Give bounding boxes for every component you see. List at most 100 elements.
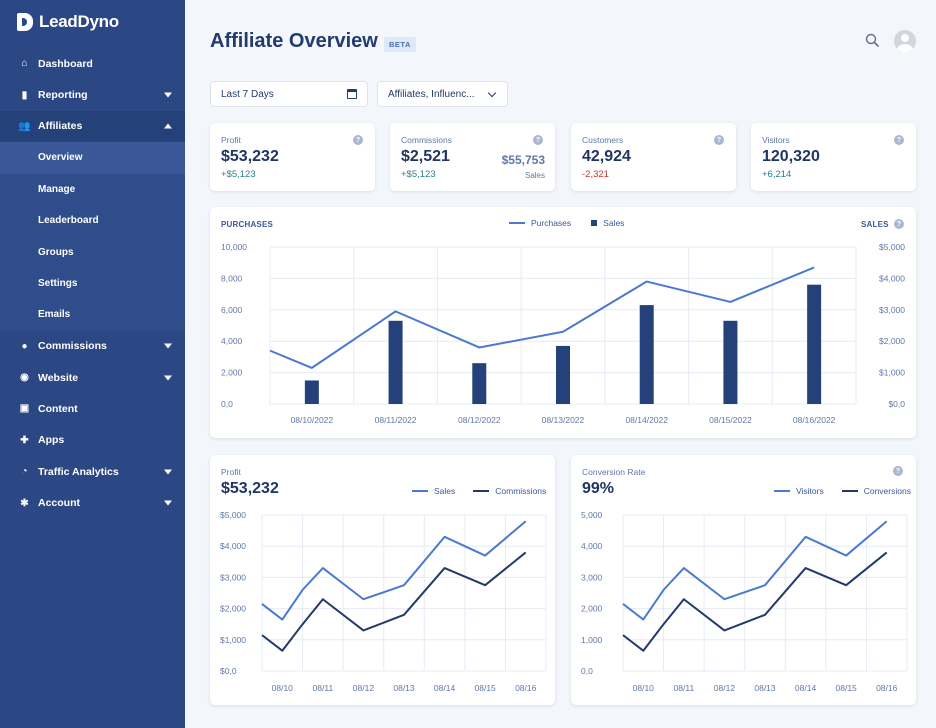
- sidebar-item-label: Account: [38, 497, 80, 510]
- sidebar-item-content[interactable]: ▣ Content: [0, 393, 185, 424]
- beta-badge: BETA: [384, 37, 416, 52]
- help-icon[interactable]: ?: [533, 135, 543, 145]
- page-title: Affiliate Overview: [210, 30, 378, 52]
- caret-down-icon: [164, 500, 172, 506]
- sidebar-subitem-leaderboard[interactable]: Leaderboard: [38, 215, 99, 227]
- chart-headline: 99%: [582, 480, 615, 497]
- bar-chart-icon: ▮: [21, 89, 28, 101]
- sidebar-subitem-groups[interactable]: Groups: [38, 246, 74, 258]
- help-icon[interactable]: ?: [894, 219, 904, 229]
- search-icon[interactable]: [865, 33, 879, 47]
- sidebar-subitem-emails[interactable]: Emails: [38, 309, 71, 321]
- y-tick-label: 6,000: [221, 305, 243, 315]
- sales-value: $55,753: [501, 153, 545, 167]
- home-icon: ⌂: [21, 58, 28, 70]
- sidebar-subitem-settings[interactable]: Settings: [38, 277, 78, 289]
- sidebar-item-label: Commissions: [38, 340, 107, 353]
- sidebar-item-website[interactable]: ◉ Website: [0, 362, 185, 393]
- y2-tick-label: $5,000: [879, 242, 905, 252]
- puzzle-icon: ✚: [20, 434, 29, 446]
- sidebar-nav: ⌂ Dashboard ▮ Reporting 👥 Affiliates Overview M…: [0, 48, 185, 519]
- purchases-chart: 10,000 $5,000 8,000 $4,000 6,000 $3,000 4,000 $…: [221, 242, 905, 425]
- x-tick-label: 08/12: [353, 683, 375, 693]
- x-tick-label: 08/10: [633, 683, 655, 693]
- legend-line-icon: [774, 490, 790, 492]
- bar: [723, 320, 738, 404]
- y-tick-label: 0,0: [221, 399, 233, 409]
- stat-value: $53,232: [221, 148, 279, 165]
- stat-delta: +$5,123: [401, 169, 436, 180]
- y-tick-label: 8,000: [221, 273, 243, 283]
- y-tick-label: $4,000: [220, 541, 246, 551]
- x-tick-label: 08/15/2022: [709, 415, 752, 425]
- sidebar-item-label: Affiliates: [38, 120, 83, 133]
- date-range-value: Last 7 Days: [221, 88, 274, 100]
- sidebar-item-commissions[interactable]: ● Commissions: [0, 331, 185, 362]
- legend-line-icon: [509, 222, 525, 224]
- y-tick-label: 10,000: [221, 242, 247, 252]
- bar: [807, 284, 822, 404]
- y-tick-label: 5,000: [581, 510, 603, 520]
- help-icon[interactable]: ?: [714, 135, 724, 145]
- logo-text: LeadDyno: [39, 12, 119, 31]
- right-axis-title: SALES: [861, 220, 889, 229]
- x-tick-label: 08/16: [515, 683, 537, 693]
- x-tick-label: 08/13/2022: [542, 415, 585, 425]
- sidebar-item-label: Apps: [38, 434, 65, 447]
- sidebar-item-affiliates[interactable]: 👥 Affiliates: [0, 110, 185, 143]
- stat-card-commissions: Commissions ? $2,521 +$5,123 $55,753 Sal…: [390, 123, 555, 191]
- stat-value: $2,521: [401, 148, 450, 165]
- conversion-chart-card: Conversion Rate ? 99% Visitors Conversio…: [571, 455, 916, 705]
- caret-up-icon: [164, 123, 172, 129]
- y-tick-label: $2,000: [220, 604, 246, 614]
- x-tick-label: 08/12/2022: [458, 415, 501, 425]
- y-tick-label: 4,000: [581, 541, 603, 551]
- y-tick-label: 3,000: [581, 572, 603, 582]
- help-icon[interactable]: ?: [893, 466, 903, 476]
- sidebar-item-account[interactable]: ✱ Account: [0, 487, 185, 518]
- sidebar-item-traffic-analytics[interactable]: ◔ Traffic Analytics: [0, 456, 185, 487]
- date-range-select[interactable]: Last 7 Days: [210, 81, 368, 107]
- stat-card-customers: Customers ? 42,924 -2,321: [571, 123, 736, 191]
- y2-tick-label: $4,000: [879, 273, 905, 283]
- stat-delta: -2,321: [582, 169, 609, 180]
- stat-label: Profit: [221, 135, 241, 145]
- y-tick-label: $1,000: [220, 635, 246, 645]
- sidebar-item-label: Content: [38, 402, 78, 415]
- legend-line-icon: [841, 490, 858, 492]
- users-icon: 👥: [18, 120, 31, 132]
- conversion-chart: 5,000 4,000 3,000 2,000 1,000 0,0 08/10 08/11 08…: [581, 510, 908, 693]
- affiliates-submenu: Overview Manage Leaderboard Groups Settings E…: [0, 142, 185, 331]
- sidebar-subitem-overview[interactable]: Overview: [0, 142, 185, 174]
- sidebar-item-apps[interactable]: ✚ Apps: [0, 425, 185, 456]
- avatar[interactable]: [894, 30, 916, 52]
- sidebar-subitem-manage[interactable]: Manage: [38, 183, 76, 195]
- profit-chart: $5,000 $4,000 $3,000 $2,000 $1,000 $0,0 08/10 0…: [220, 510, 547, 693]
- sidebar-item-dashboard[interactable]: ⌂ Dashboard: [0, 48, 185, 79]
- x-tick-label: 08/11: [313, 683, 334, 693]
- help-icon[interactable]: ?: [894, 135, 904, 145]
- x-tick-label: 08/14/2022: [625, 415, 668, 425]
- chart-title: Profit: [221, 467, 241, 477]
- logo[interactable]: LeadDyno: [17, 12, 119, 32]
- sidebar-item-label: Website: [38, 371, 79, 384]
- chevron-down-icon: [487, 88, 497, 98]
- sidebar-item-label: Traffic Analytics: [38, 465, 119, 478]
- x-tick-label: 08/15: [475, 683, 497, 693]
- stat-delta: +$5,123: [221, 169, 256, 180]
- series-line-1: [261, 520, 527, 621]
- dollar-icon: ●: [21, 340, 28, 352]
- affiliates-select[interactable]: Affiliates, Influenc...: [377, 81, 508, 107]
- bar: [639, 305, 654, 404]
- stat-value: 120,320: [762, 148, 820, 165]
- calendar-icon: [347, 89, 357, 99]
- y-tick-label: 2,000: [221, 368, 243, 378]
- legend-label: Visitors: [796, 486, 824, 496]
- stat-label: Visitors: [762, 135, 790, 145]
- sidebar-item-reporting[interactable]: ▮ Reporting: [0, 79, 185, 110]
- x-tick-label: 08/11: [674, 683, 695, 693]
- y-tick-label: $5,000: [220, 510, 246, 520]
- help-icon[interactable]: ?: [353, 135, 363, 145]
- y-tick-label: 1,000: [581, 635, 603, 645]
- series-line-2: [261, 551, 527, 652]
